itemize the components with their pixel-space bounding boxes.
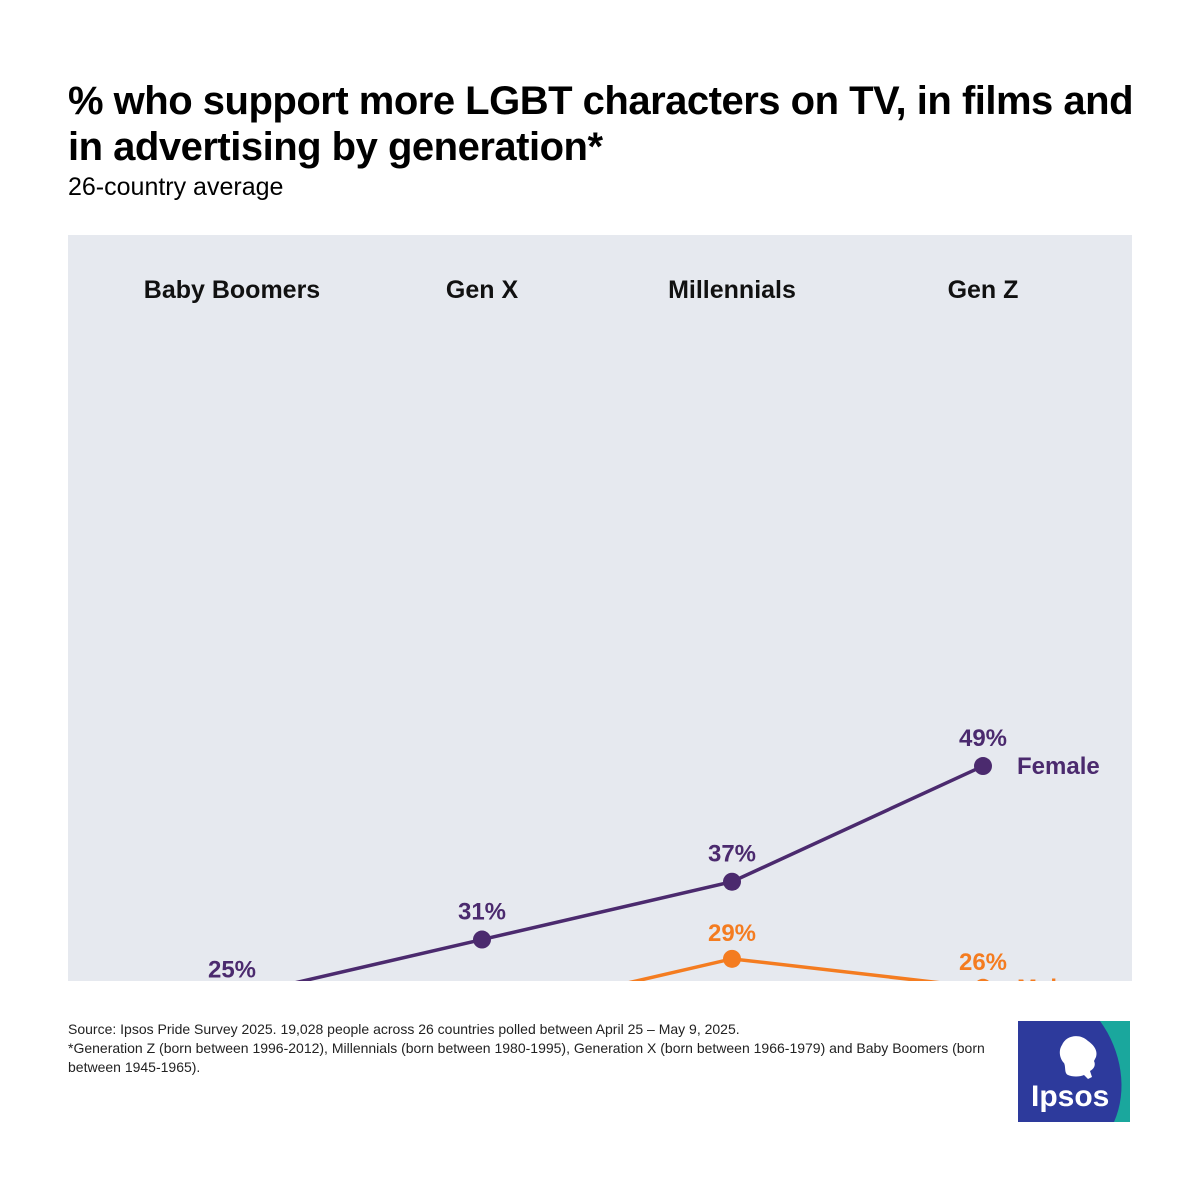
ipsos-logo: Ipsos: [1018, 1021, 1130, 1122]
logo-text: Ipsos: [1031, 1080, 1109, 1113]
data-label-female: 49%: [959, 725, 1007, 752]
series-name-male: Male: [1017, 975, 1070, 981]
chart-panel: Baby Boomers Gen X Millennials Gen Z 25% 31% 3…: [68, 235, 1132, 981]
data-label-male: 23%: [458, 978, 506, 981]
data-label-female: 31%: [458, 899, 506, 926]
data-label-male: 29%: [708, 920, 756, 947]
category-label: Gen Z: [948, 276, 1019, 304]
series-line-male: [628, 957, 940, 981]
data-point-female: [723, 872, 741, 891]
series-name-female: Female: [1017, 753, 1100, 780]
logo-head-icon: [1059, 1036, 1097, 1079]
data-point-female: [473, 930, 491, 949]
line-chart: Baby Boomers Gen X Millennials Gen Z 25% 31% 3…: [144, 276, 1100, 981]
category-label: Millennials: [668, 276, 796, 304]
logo-teal-shape: [1100, 1021, 1130, 1122]
data-point-male: [723, 949, 741, 968]
source-note: Source: Ipsos Pride Survey 2025. 19,028 …: [68, 1020, 988, 1077]
data-point-male: [977, 978, 989, 981]
data-label-female: 25%: [208, 956, 256, 981]
category-label: Baby Boomers: [144, 276, 320, 304]
source-line: Source: Ipsos Pride Survey 2025. 19,028 …: [68, 1021, 740, 1037]
series-line-female: [295, 764, 984, 981]
data-label-male: 26%: [959, 949, 1007, 976]
chart-title: % who support more LGBT characters on TV…: [68, 79, 1134, 169]
footnote-line: *Generation Z (born between 1996-2012), …: [68, 1040, 985, 1075]
chart-subtitle: 26-country average: [68, 173, 284, 201]
data-point-female: [974, 757, 992, 776]
category-label: Gen X: [446, 276, 519, 304]
data-label-female: 37%: [708, 841, 756, 868]
